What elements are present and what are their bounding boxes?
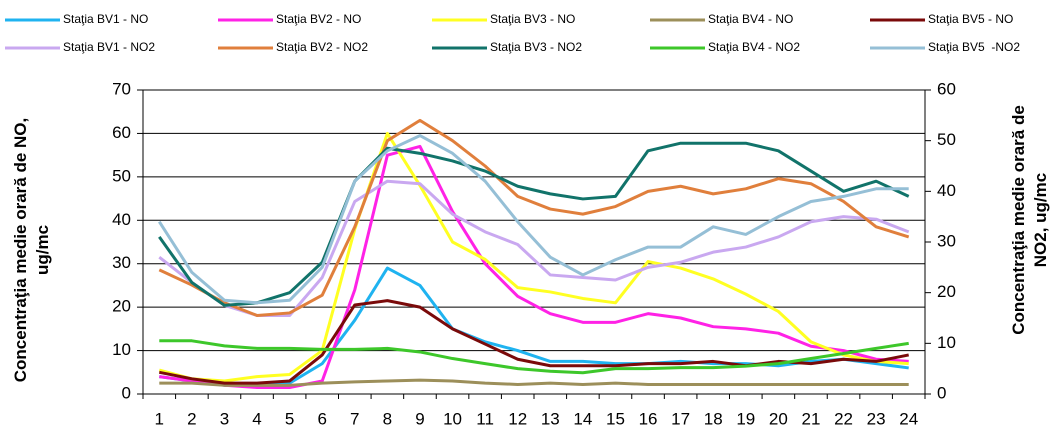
y2-tick-label: 10 — [937, 333, 956, 352]
x-tick-label: 16 — [639, 409, 658, 428]
x-tick-label: 19 — [736, 409, 755, 428]
x-tick-label: 6 — [317, 409, 326, 428]
x-tick-label: 21 — [801, 409, 820, 428]
x-tick-label: 7 — [350, 409, 359, 428]
x-tick-label: 13 — [541, 409, 560, 428]
legend-label: Staţia BV3 - NO2 — [490, 40, 582, 54]
y-tick-label: 10 — [112, 340, 131, 359]
y-axis-title: Concentraţia medie orară de NO, ug/mc — [11, 118, 52, 383]
y-tick-label: 30 — [112, 253, 131, 272]
legend-label: Staţia BV1 - NO — [63, 12, 148, 26]
series-line — [158, 131, 909, 383]
x-tick-label: 23 — [867, 409, 886, 428]
y-tick-label: 50 — [112, 166, 131, 185]
x-tick-label: 11 — [476, 409, 494, 428]
x-tick-label: 4 — [252, 409, 261, 428]
x-tick-label: 20 — [769, 409, 788, 428]
y2-tick-label: 20 — [937, 282, 956, 301]
legend-label: Staţia BV2 - NO — [276, 12, 361, 26]
x-tick-label: 12 — [508, 409, 527, 428]
y-tick-label: 20 — [112, 297, 131, 316]
x-tick-label: 3 — [220, 409, 229, 428]
y-axis-title-line: Concentraţia medie orară de NO, — [11, 118, 30, 383]
x-tick-label: 9 — [415, 409, 424, 428]
series-line — [159, 144, 909, 389]
series-line — [158, 141, 910, 307]
x-tick-label: 8 — [383, 409, 392, 428]
y-axis-title-line: ug/mc — [33, 225, 52, 275]
legend-label: Staţia BV4 - NO2 — [708, 40, 800, 54]
legend-label: Staţia BV4 - NO — [708, 12, 793, 26]
y-tick-label: 40 — [112, 210, 131, 229]
series-line — [159, 339, 909, 375]
y2-tick-label: 0 — [937, 383, 946, 402]
y-tick-label: 60 — [112, 123, 131, 142]
series-line — [158, 134, 909, 305]
series-line — [159, 378, 909, 387]
x-tick-label: 24 — [899, 409, 918, 428]
legend-label: Staţia BV5 - NO — [928, 12, 1013, 26]
series-line — [159, 266, 909, 387]
x-tick-label: 14 — [573, 409, 592, 428]
y2-axis-title-line: NO2, ug/mc — [1031, 173, 1050, 267]
x-tick-label: 15 — [606, 409, 625, 428]
x-tick-label: 18 — [704, 409, 723, 428]
x-tick-label: 17 — [671, 409, 690, 428]
y2-tick-label: 50 — [937, 130, 956, 149]
y2-tick-label: 60 — [937, 79, 956, 98]
x-tick-label: 22 — [834, 409, 853, 428]
legend-label: Staţia BV2 - NO2 — [276, 40, 368, 54]
series-line — [158, 118, 910, 317]
x-tick-label: 2 — [187, 409, 196, 428]
x-tick-label: 10 — [443, 409, 462, 428]
series-line — [158, 179, 910, 317]
y2-axis-title: Concentraţia medie orară de NO2, ug/mc — [1009, 105, 1050, 335]
y2-tick-label: 30 — [937, 231, 956, 250]
y-tick-label: 0 — [122, 383, 131, 402]
y-tick-label: 70 — [112, 79, 131, 98]
y2-axis-title-line: Concentraţia medie orară de — [1009, 105, 1028, 335]
x-tick-label: 1 — [155, 409, 164, 428]
legend-label: Staţia BV1 - NO2 — [63, 40, 155, 54]
y2-tick-label: 40 — [937, 181, 956, 200]
legend-label: Staţia BV3 - NO — [490, 12, 575, 26]
x-tick-label: 5 — [285, 409, 294, 428]
legend-label: Staţia BV5 -NO2 — [928, 40, 1020, 54]
